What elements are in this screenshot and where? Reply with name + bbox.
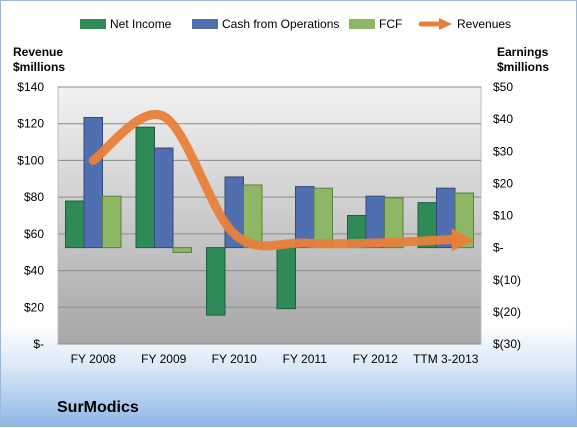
net-income-bar [276,247,296,310]
legend-fcf-label: FCF [379,17,403,31]
left-tick-label: $80 [24,190,44,204]
right-axis-title-line2: $millions [497,60,550,74]
legend-revenues-label: Revenues [457,17,512,31]
left-axis-title-line2: $millions [13,60,66,74]
x-tick-label: TTM 3-2013 [413,352,479,366]
x-tick-label: FY 2009 [141,352,186,366]
legend-cfo-swatch [192,19,218,29]
left-axis-title: Revenue $millions [13,45,65,75]
left-tick-label: $120 [17,117,44,131]
left-tick-label: $60 [24,227,44,241]
right-tick-label: $(10) [493,273,521,287]
right-tick-label: $30 [493,144,513,158]
left-tick-label: $100 [17,153,44,167]
company-name: SurModics [57,399,139,416]
x-tick-label: FY 2008 [71,352,116,366]
right-tick-label: $(20) [493,305,521,319]
fcf-bar [172,247,192,253]
right-tick-label: $50 [493,80,513,94]
right-tick-label: $10 [493,209,513,223]
left-axis-title-line1: Revenue [13,45,64,59]
left-tick-label: $20 [24,300,44,314]
legend-net-income-swatch [80,19,106,29]
net-income-bar [206,247,226,316]
x-tick-label: FY 2011 [283,352,328,366]
left-tick-label: $40 [24,264,44,278]
fcf-bar [313,187,333,249]
cash-from-operations-bar [154,147,174,249]
right-axis-title-line1: Earnings [497,45,549,59]
legend-fcf: FCF [349,17,402,31]
legend-net-income-label: Net Income [110,17,172,31]
legend-fcf-swatch [349,19,375,29]
right-tick-label: $- [493,241,504,255]
x-tick-label: FY 2010 [212,352,257,366]
cash-from-operations-bar [83,117,103,249]
legend-cash-from-operations: Cash from Operations [192,17,339,31]
legend-cfo-label: Cash from Operations [222,17,340,31]
right-tick-label: $40 [493,112,513,126]
x-tick-label: FY 2012 [353,352,398,366]
cash-from-operations-bar [295,186,315,249]
revenues-arrowhead [451,228,474,252]
revenues-line [88,109,459,251]
legend-revenues-arrow-icon [419,18,452,30]
fcf-bar [384,197,404,249]
right-tick-label: $20 [493,176,513,190]
legend-revenues: Revenues [419,17,511,31]
left-tick-label: $- [33,337,44,351]
net-income-bar [65,200,85,249]
legend-net-income: Net Income [80,17,171,31]
right-tick-label: $(30) [493,337,521,351]
fcf-bar [102,195,122,249]
right-axis-title: Earnings $millions [497,45,549,75]
legend: Net Income Cash from Operations FCF Reve… [1,17,577,33]
net-income-bar [135,126,155,249]
left-tick-label: $140 [17,80,44,94]
